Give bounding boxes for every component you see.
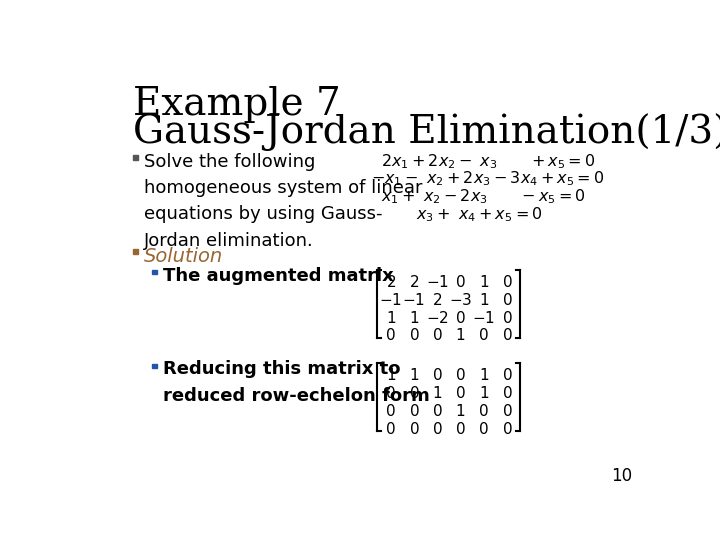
Text: $x_3 +\ x_4 +x_5 =0$: $x_3 +\ x_4 +x_5 =0$ bbox=[415, 205, 542, 224]
Text: $0$: $0$ bbox=[385, 385, 396, 401]
Text: Example 7: Example 7 bbox=[132, 86, 341, 123]
Text: $1$: $1$ bbox=[479, 292, 489, 308]
Text: $0$: $0$ bbox=[502, 327, 512, 343]
Text: $1$: $1$ bbox=[455, 327, 466, 343]
Text: $1$: $1$ bbox=[479, 274, 489, 290]
Text: $1$: $1$ bbox=[409, 309, 419, 326]
Text: $1$: $1$ bbox=[432, 385, 442, 401]
Text: $0$: $0$ bbox=[502, 309, 512, 326]
Text: 10: 10 bbox=[611, 467, 632, 485]
Text: $1$: $1$ bbox=[479, 385, 489, 401]
Bar bbox=[132, 249, 138, 254]
Text: $0$: $0$ bbox=[409, 327, 419, 343]
Bar bbox=[152, 363, 157, 368]
Text: $1$: $1$ bbox=[409, 367, 419, 383]
Text: $-3$: $-3$ bbox=[449, 292, 472, 308]
Text: $0$: $0$ bbox=[432, 421, 443, 436]
Text: $0$: $0$ bbox=[502, 421, 512, 436]
Text: $0$: $0$ bbox=[432, 403, 443, 419]
Text: $2$: $2$ bbox=[409, 274, 419, 290]
Text: $2x_1 +2x_2-\ x_3\qquad +x_5 =0$: $2x_1 +2x_2-\ x_3\qquad +x_5 =0$ bbox=[381, 152, 595, 171]
Bar bbox=[132, 155, 138, 160]
Text: $2$: $2$ bbox=[386, 274, 396, 290]
Text: $1$: $1$ bbox=[479, 367, 489, 383]
Text: Gauss-Jordan Elimination(1/3): Gauss-Jordan Elimination(1/3) bbox=[132, 113, 720, 151]
Text: $0$: $0$ bbox=[385, 403, 396, 419]
Text: $-1$: $-1$ bbox=[472, 309, 495, 326]
Text: $0$: $0$ bbox=[455, 421, 466, 436]
Text: Reducing this matrix to
reduced row-echelon form: Reducing this matrix to reduced row-eche… bbox=[163, 361, 430, 405]
Text: $0$: $0$ bbox=[409, 403, 419, 419]
Text: Solution: Solution bbox=[144, 247, 223, 266]
Text: $0$: $0$ bbox=[409, 421, 419, 436]
Text: $2$: $2$ bbox=[432, 292, 442, 308]
Text: $0$: $0$ bbox=[502, 385, 512, 401]
Text: $0$: $0$ bbox=[502, 367, 512, 383]
Text: $0$: $0$ bbox=[502, 274, 512, 290]
Text: $-x_1 -\ x_2 +2x_3 -3x_4 +x_5 =0$: $-x_1 -\ x_2 +2x_3 -3x_4 +x_5 =0$ bbox=[372, 170, 605, 188]
Text: $\mathsf{\bar{\ }}$: $\mathsf{\bar{\ }}$ bbox=[388, 271, 393, 280]
Text: $1$: $1$ bbox=[455, 403, 466, 419]
Text: $0$: $0$ bbox=[502, 403, 512, 419]
Text: $-1$: $-1$ bbox=[402, 292, 426, 308]
Text: $-1$: $-1$ bbox=[426, 274, 449, 290]
Text: $0$: $0$ bbox=[385, 327, 396, 343]
Text: $-1$: $-1$ bbox=[379, 292, 402, 308]
Text: $x_1 +\ x_2 -2x_3\qquad -x_5 =0$: $x_1 +\ x_2 -2x_3\qquad -x_5 =0$ bbox=[381, 187, 585, 206]
Text: $-2$: $-2$ bbox=[426, 309, 449, 326]
Bar bbox=[152, 269, 157, 274]
Text: $1$: $1$ bbox=[386, 367, 396, 383]
Text: $0$: $0$ bbox=[455, 385, 466, 401]
Text: $0$: $0$ bbox=[432, 367, 443, 383]
Text: $0$: $0$ bbox=[455, 274, 466, 290]
Text: $0$: $0$ bbox=[385, 421, 396, 436]
Text: $0$: $0$ bbox=[409, 385, 419, 401]
Text: Solve the following
homogeneous system of linear
equations by using Gauss-
Jorda: Solve the following homogeneous system o… bbox=[144, 153, 423, 250]
Text: $0$: $0$ bbox=[478, 421, 489, 436]
Text: The augmented matrix: The augmented matrix bbox=[163, 267, 394, 285]
Text: $0$: $0$ bbox=[455, 367, 466, 383]
Text: $0$: $0$ bbox=[502, 292, 512, 308]
Text: $0$: $0$ bbox=[478, 403, 489, 419]
Text: $1$: $1$ bbox=[386, 309, 396, 326]
Text: $0$: $0$ bbox=[455, 309, 466, 326]
Text: $0$: $0$ bbox=[432, 327, 443, 343]
Text: $0$: $0$ bbox=[478, 327, 489, 343]
